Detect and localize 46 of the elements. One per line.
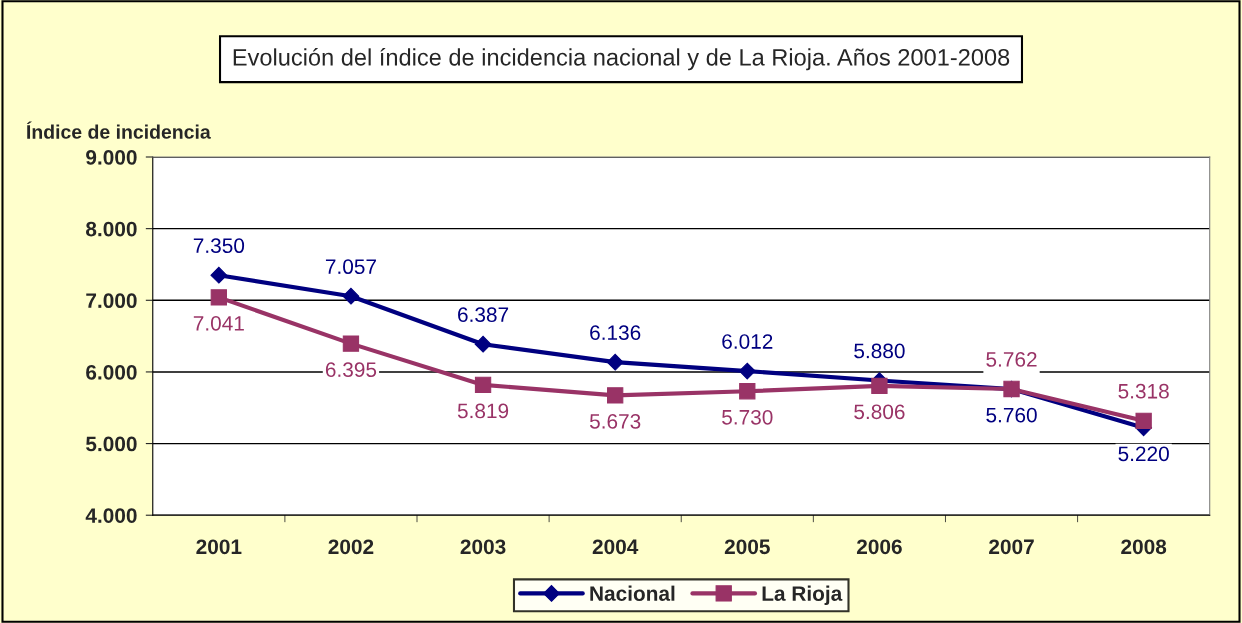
point [210,289,227,306]
y-tick-label: 6.000 [86,364,137,380]
x-tick-label: 2001 [196,539,242,555]
data-label: 6.395 [325,362,377,377]
point [607,387,624,404]
data-label: 5.673 [589,413,641,429]
y-tick-label: 7.000 [86,293,137,309]
x-tick-label: 2008 [1121,539,1167,555]
data-label: 5.220 [1118,446,1169,462]
data-label: 6.387 [458,307,509,323]
y-axis-title: Índice de incidencia [26,121,211,139]
data-label: 5.318 [1118,383,1169,399]
point [738,362,756,380]
x-tick-label: 2005 [724,539,770,555]
y-tick-label: 8.000 [86,221,137,237]
x-tick-label: 2004 [592,539,639,555]
x-tick-label: 2003 [460,539,506,555]
point [342,335,360,352]
x-tick-label: 2007 [989,539,1034,555]
data-label: 5.806 [854,404,905,420]
data-label: 5.730 [722,409,773,425]
data-label: 7.057 [325,259,376,275]
data-label: 6.136 [590,325,641,340]
y-tick-label: 4.000 [85,508,137,523]
legend-label: Nacional [590,585,675,601]
x-tick-label: 2006 [856,539,902,555]
data-label: 7.350 [193,238,245,254]
y-tick-label: 9.000 [86,150,137,165]
data-label: 5.880 [854,343,905,359]
point [210,266,228,284]
point [871,377,888,394]
point [606,353,624,371]
data-label: 5.762 [986,352,1037,367]
point [342,287,360,305]
data-label: 6.012 [722,334,773,349]
chart-title: Evolución del índice de incidencia nacional y de La Rioja. Años 2001-2008 [233,48,1010,71]
point [739,383,756,400]
y-tick-label: 5.000 [86,436,137,452]
point [474,376,492,394]
data-label: 5.819 [457,403,509,419]
point [1135,412,1152,429]
x-tick-label: 2002 [328,539,374,555]
legend-label: La Rioja [762,585,843,606]
point [474,335,492,353]
data-label: 5.760 [986,407,1037,423]
data-label: 7.041 [193,315,244,331]
